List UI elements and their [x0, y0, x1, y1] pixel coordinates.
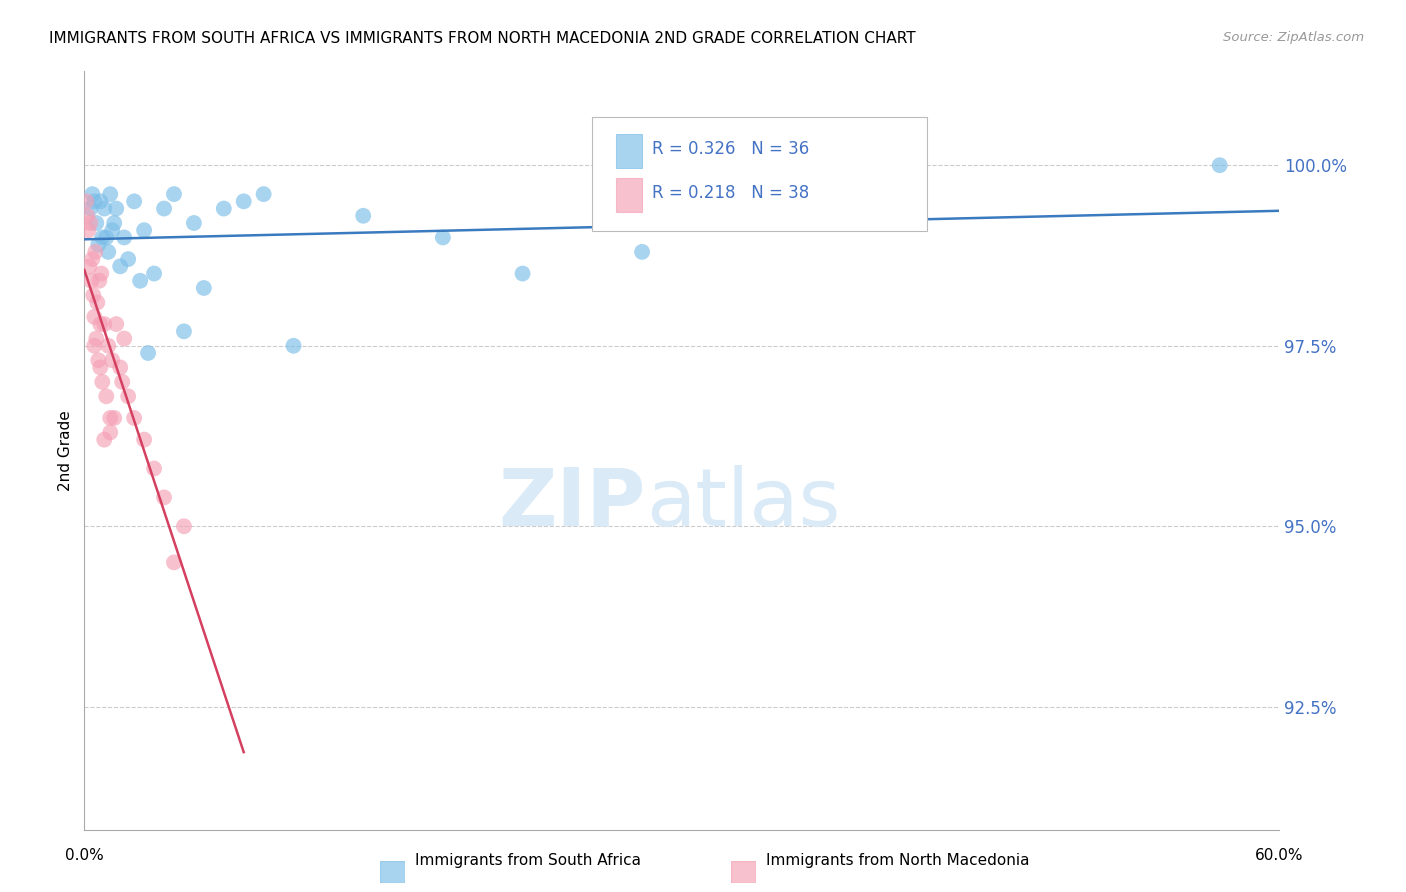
Point [173, 324, 195, 338]
Point [93, 317, 115, 331]
Text: ZIP: ZIP [499, 465, 647, 542]
Point [76, 209, 98, 223]
Text: Source: ZipAtlas.com: Source: ZipAtlas.com [1223, 31, 1364, 45]
Point [96, 230, 118, 244]
Point [163, 187, 186, 202]
Point [117, 252, 139, 266]
Point [98, 425, 121, 440]
Point [117, 389, 139, 403]
Point [283, 339, 305, 353]
Point [87, 353, 110, 368]
Point [132, 223, 156, 237]
Point [352, 209, 374, 223]
Point [153, 491, 176, 505]
Point [136, 346, 159, 360]
Point [87, 237, 110, 252]
Point [183, 216, 205, 230]
Point [97, 339, 120, 353]
Point [93, 202, 115, 216]
Point [97, 244, 120, 259]
Text: IMMIGRANTS FROM SOUTH AFRICA VS IMMIGRANTS FROM NORTH MACEDONIA 2ND GRADE CORREL: IMMIGRANTS FROM SOUTH AFRICA VS IMMIGRAN… [49, 31, 915, 46]
Point [143, 267, 166, 281]
Point [432, 230, 454, 244]
Point [98, 187, 121, 202]
Point [82, 252, 104, 266]
Point [83, 339, 105, 353]
Point [103, 411, 125, 425]
Point [86, 332, 108, 346]
Text: Immigrants from North Macedonia: Immigrants from North Macedonia [766, 853, 1029, 868]
Point [77, 223, 100, 237]
Point [163, 555, 186, 569]
Point [129, 274, 152, 288]
Point [112, 332, 135, 346]
Text: Immigrants from South Africa: Immigrants from South Africa [415, 853, 641, 868]
Point [253, 187, 276, 202]
Point [83, 194, 105, 209]
Point [110, 260, 132, 274]
Point [103, 216, 125, 230]
Point [86, 295, 108, 310]
Point [112, 230, 135, 244]
Point [79, 260, 101, 274]
Point [173, 519, 195, 533]
Point [105, 317, 128, 331]
Text: R = 0.218   N = 38: R = 0.218 N = 38 [652, 184, 810, 202]
Point [1209, 158, 1232, 172]
Point [91, 230, 114, 244]
Point [90, 267, 112, 281]
Point [93, 433, 115, 447]
Bar [616, 178, 643, 211]
Point [232, 194, 254, 209]
Point [89, 194, 111, 209]
Point [89, 317, 111, 331]
Text: R = 0.326   N = 36: R = 0.326 N = 36 [652, 140, 810, 159]
Point [75, 194, 97, 209]
Point [631, 244, 654, 259]
Point [512, 267, 534, 281]
Point [105, 202, 128, 216]
Point [84, 244, 107, 259]
Point [122, 194, 145, 209]
Point [80, 274, 103, 288]
Point [193, 281, 215, 295]
FancyBboxPatch shape [592, 117, 927, 230]
Point [111, 375, 134, 389]
Point [101, 223, 124, 237]
Bar [616, 135, 643, 169]
Point [122, 411, 145, 425]
Text: atlas: atlas [647, 465, 841, 542]
Point [132, 433, 156, 447]
Point [143, 461, 166, 475]
Point [110, 360, 132, 375]
Y-axis label: 2nd Grade: 2nd Grade [58, 410, 73, 491]
Point [101, 353, 124, 368]
Point [212, 202, 235, 216]
Text: 0.0%: 0.0% [65, 847, 104, 863]
Point [91, 375, 114, 389]
Point [82, 288, 104, 302]
Point [89, 360, 111, 375]
Text: 60.0%: 60.0% [1256, 847, 1303, 863]
Point [86, 216, 108, 230]
Point [98, 411, 121, 425]
Point [79, 202, 101, 216]
Point [96, 389, 118, 403]
Point [79, 216, 101, 230]
Point [83, 310, 105, 324]
Point [89, 274, 111, 288]
Point [82, 187, 104, 202]
Point [153, 202, 176, 216]
